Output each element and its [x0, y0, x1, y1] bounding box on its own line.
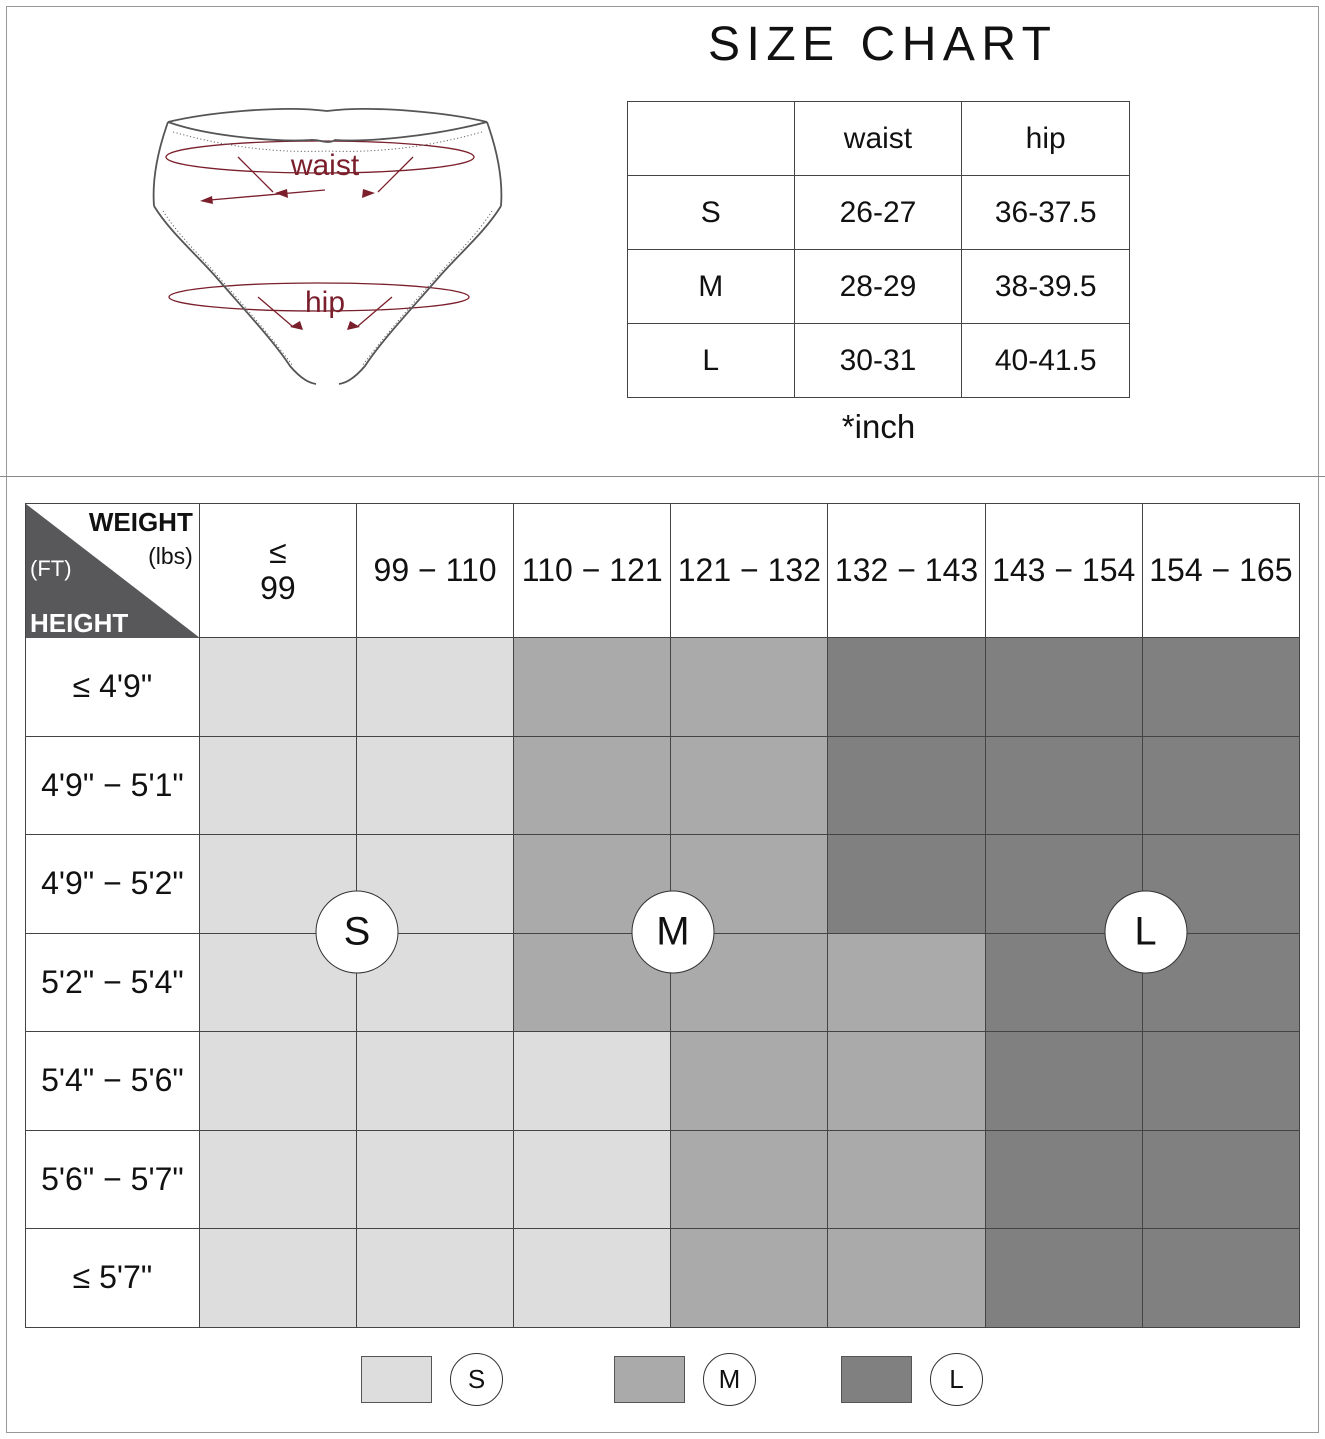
svg-text:hip: hip [305, 286, 345, 319]
svg-text:waist: waist [290, 149, 360, 182]
